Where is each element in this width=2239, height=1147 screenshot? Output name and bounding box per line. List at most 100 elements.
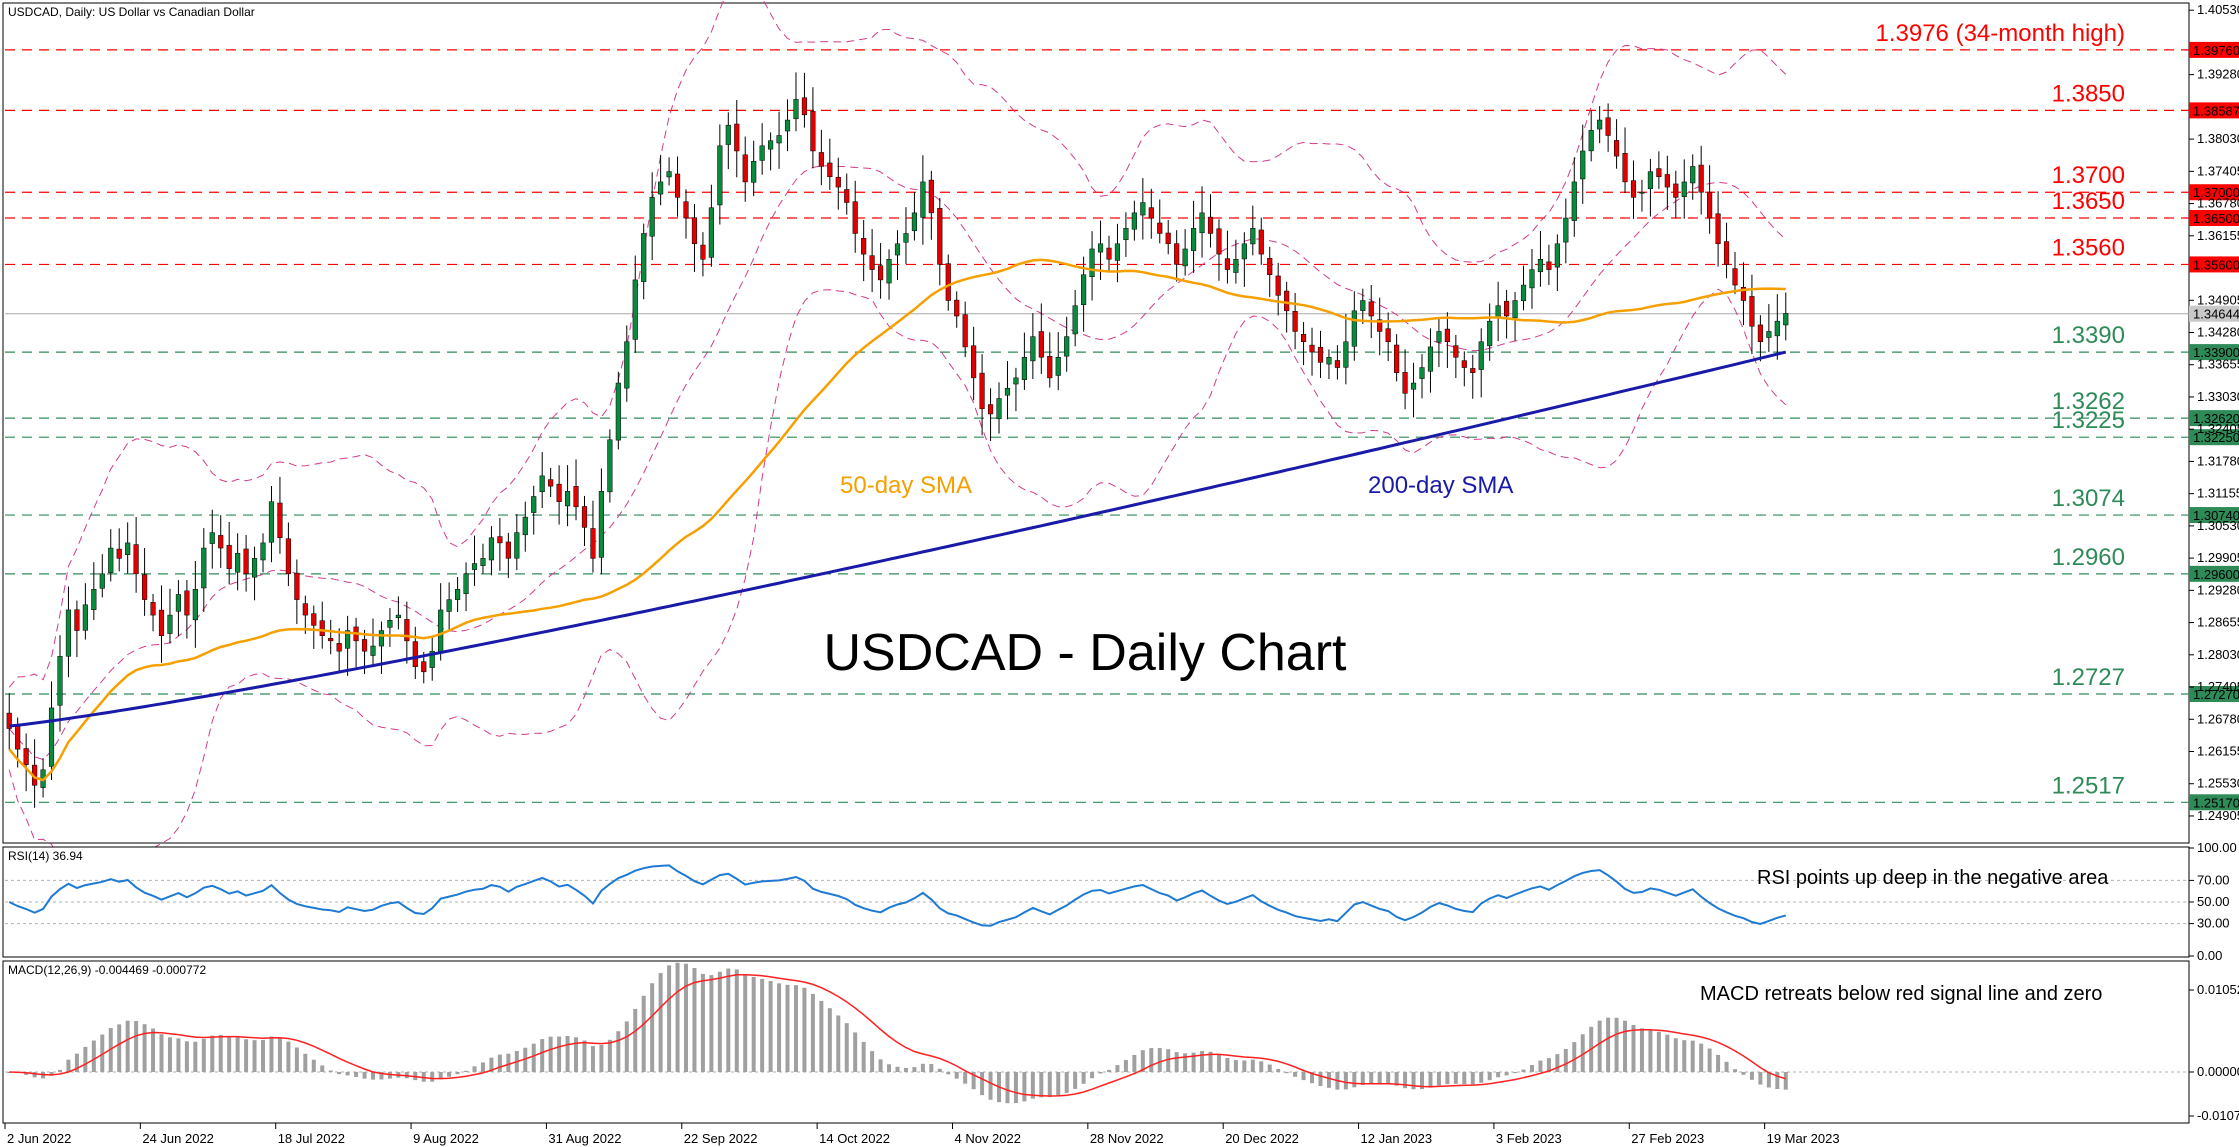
candle-body xyxy=(928,179,934,214)
macd-histogram-bar xyxy=(751,976,756,1072)
macd-histogram-bar xyxy=(480,1062,485,1072)
candle-body xyxy=(455,589,461,600)
macd-histogram-bar xyxy=(1250,1059,1255,1072)
candle-body xyxy=(1224,258,1231,270)
macd-histogram-bar xyxy=(277,1037,282,1072)
macd-histogram-bar xyxy=(1572,1042,1577,1072)
candle-body xyxy=(133,544,139,575)
candle-body xyxy=(1630,180,1637,198)
candle-body xyxy=(184,590,190,616)
macd-histogram-bar xyxy=(1047,1072,1052,1098)
symbol-title: USDCAD, Daily: US Dollar vs Canadian Dol… xyxy=(8,5,255,19)
macd-histogram-bar xyxy=(337,1072,342,1075)
current-price-tag xyxy=(2189,305,2239,322)
candle-body xyxy=(531,496,537,513)
macd-histogram-bar xyxy=(633,1008,638,1072)
candle-body xyxy=(1300,334,1307,343)
macd-histogram-bar xyxy=(971,1072,976,1090)
candle-body xyxy=(57,656,63,706)
level-tag-label: 1.35600 xyxy=(2193,257,2239,272)
candle-body xyxy=(759,145,765,161)
candle-body xyxy=(1114,243,1121,261)
candle-body xyxy=(793,99,799,120)
price-tick-label: 1.34905 xyxy=(2197,292,2239,307)
candle-body xyxy=(1554,243,1560,268)
macd-histogram-bar xyxy=(1013,1072,1018,1104)
candle-body xyxy=(1622,152,1628,183)
candle-body xyxy=(954,299,960,317)
candle-body xyxy=(1241,243,1247,260)
candle-body xyxy=(175,594,182,612)
macd-histogram-bar xyxy=(66,1059,71,1072)
candle-body xyxy=(201,547,207,589)
macd-tick-label: -0.010753 xyxy=(2197,1108,2239,1123)
macd-histogram-bar xyxy=(1411,1072,1416,1090)
candle-body xyxy=(1360,300,1366,311)
macd-histogram-bar xyxy=(810,993,815,1072)
macd-histogram-bar xyxy=(1081,1072,1086,1084)
candle-body xyxy=(150,602,156,616)
macd-histogram-bar xyxy=(294,1047,299,1072)
moving-averages xyxy=(8,258,1787,782)
candle-body xyxy=(717,145,723,206)
candle-body xyxy=(844,189,850,203)
macd-histogram-bar xyxy=(1022,1072,1027,1102)
macd-histogram-bar xyxy=(760,978,765,1072)
candle-body xyxy=(979,372,985,410)
candle-body xyxy=(218,535,224,549)
macd-histogram-bar xyxy=(489,1057,494,1072)
candle-body xyxy=(1605,117,1611,136)
macd-histogram-bar xyxy=(624,1021,629,1072)
candle-body xyxy=(1673,183,1679,198)
macd-histogram-bar xyxy=(1529,1064,1534,1072)
macd-histogram-bar xyxy=(1352,1072,1357,1088)
macd-histogram-bar xyxy=(1259,1061,1264,1072)
macd-histogram-bar xyxy=(464,1070,469,1072)
macd-histogram-bar xyxy=(1166,1049,1171,1072)
macd-histogram-bar xyxy=(1030,1072,1035,1099)
macd-histogram-bar xyxy=(1106,1069,1111,1072)
candle-body xyxy=(302,603,308,616)
candle-body xyxy=(962,314,968,348)
candle-body xyxy=(6,712,12,729)
macd-histogram-bar xyxy=(1606,1017,1611,1072)
macd-histogram-bar xyxy=(244,1039,249,1072)
macd-histogram-bar xyxy=(176,1038,181,1072)
candle-body xyxy=(624,341,630,389)
level-label: 1.3850 xyxy=(2052,80,2125,107)
sma200-label: 200-day SMA xyxy=(1368,472,1513,499)
candle-body xyxy=(903,233,909,243)
macd-histogram-bar xyxy=(108,1028,113,1072)
macd-histogram-bar xyxy=(1174,1052,1179,1072)
macd-histogram-bar xyxy=(1546,1058,1551,1072)
date-tick-label: 20 Dec 2022 xyxy=(1225,1131,1299,1146)
candle-body xyxy=(1250,228,1256,245)
candle-body xyxy=(1284,290,1290,312)
current-price-tag-label: 1.34644 xyxy=(2193,307,2239,322)
price-tick-label: 1.24905 xyxy=(2197,808,2239,823)
macd-histogram-bar xyxy=(1005,1072,1010,1104)
macd-histogram-bar xyxy=(937,1068,942,1072)
macd-histogram-bar xyxy=(870,1051,875,1072)
candle-body xyxy=(1478,341,1484,370)
macd-histogram-bar xyxy=(286,1041,291,1072)
macd-histogram-bar xyxy=(895,1066,900,1072)
macd-tick-label: 0.000000 xyxy=(2197,1064,2239,1079)
candle-body xyxy=(125,542,131,556)
sma50-label: 50-day SMA xyxy=(840,472,972,499)
candle-body xyxy=(1512,300,1518,319)
macd-histogram-bar xyxy=(946,1072,951,1075)
candle-body xyxy=(1647,171,1653,190)
candle-body xyxy=(1140,202,1146,216)
candle-body xyxy=(1571,181,1577,221)
candle-body xyxy=(505,541,511,559)
candle-body xyxy=(751,161,757,183)
macd-histogram-bar xyxy=(988,1072,993,1100)
macd-histogram-bar xyxy=(1267,1064,1272,1072)
candle-body xyxy=(1013,377,1019,385)
macd-histogram-bar xyxy=(887,1064,892,1072)
candle-body xyxy=(1064,336,1070,357)
candle-body xyxy=(1495,305,1501,318)
price-tick-label: 1.29280 xyxy=(2197,582,2239,597)
candle-body xyxy=(1740,287,1747,301)
